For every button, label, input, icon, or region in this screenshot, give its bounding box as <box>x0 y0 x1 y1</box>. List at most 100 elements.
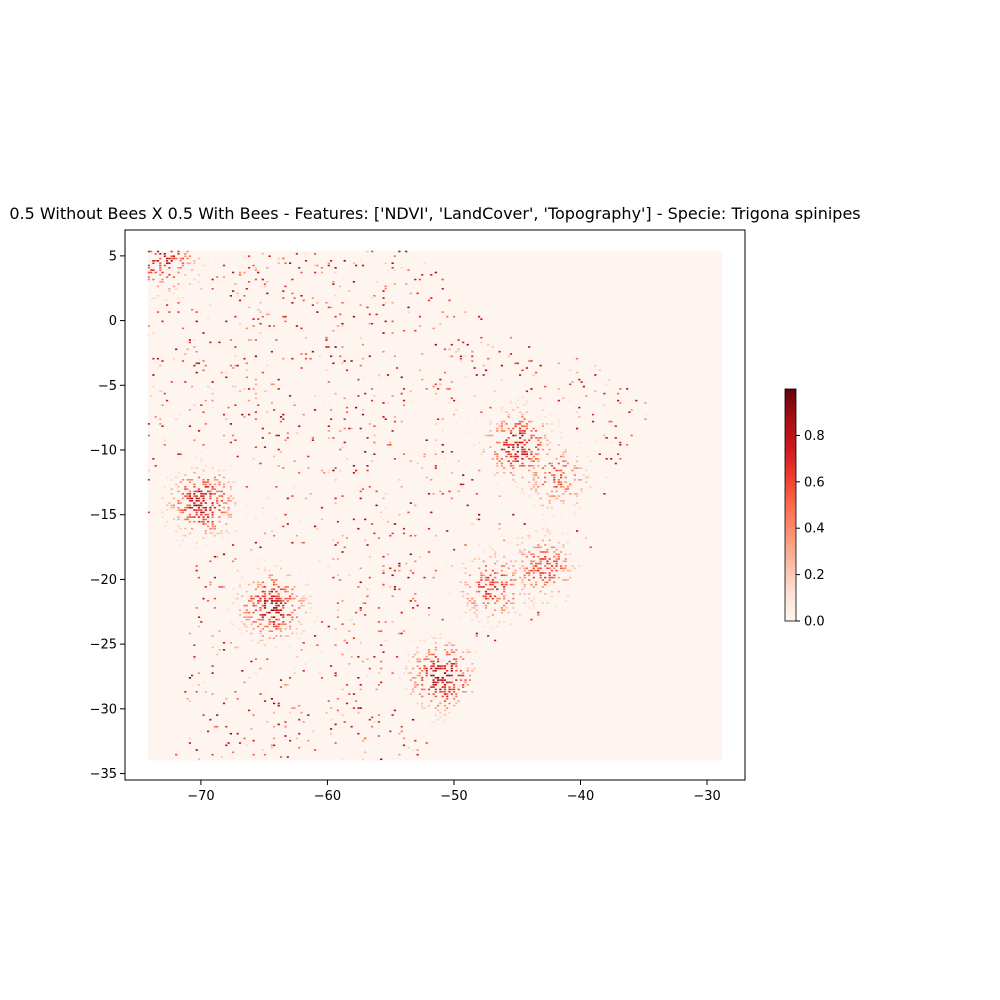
raster-cell <box>503 539 506 542</box>
raster-cell <box>471 618 474 621</box>
raster-cell <box>193 504 196 507</box>
raster-cell <box>414 593 417 595</box>
raster-cell <box>546 444 549 446</box>
raster-cell <box>455 423 458 425</box>
raster-cell <box>409 292 412 295</box>
raster-cell <box>430 674 433 677</box>
raster-cell <box>398 569 401 572</box>
raster-cell <box>462 590 465 593</box>
raster-cell <box>466 604 469 607</box>
raster-cell <box>573 511 576 514</box>
raster-cell <box>304 663 308 665</box>
raster-cell <box>323 404 326 406</box>
raster-cell <box>327 700 330 702</box>
raster-cell <box>154 416 157 418</box>
raster-cell <box>263 753 267 756</box>
raster-cell <box>530 360 533 362</box>
raster-cell <box>188 513 191 516</box>
raster-cell <box>535 569 538 572</box>
raster-cell <box>550 423 554 425</box>
raster-cell <box>316 302 319 304</box>
raster-cell <box>352 707 355 709</box>
raster-cell <box>204 486 207 488</box>
raster-cell <box>277 618 280 621</box>
raster-cell <box>279 451 283 453</box>
raster-cell <box>496 560 499 563</box>
raster-cell <box>254 278 257 281</box>
raster-cell <box>304 260 308 262</box>
raster-cell <box>489 628 492 630</box>
raster-cell <box>275 611 278 614</box>
raster-cell <box>213 260 216 262</box>
raster-cell <box>188 516 191 518</box>
raster-cell <box>509 632 513 635</box>
raster-cell <box>216 532 219 535</box>
raster-cell <box>434 646 437 649</box>
raster-cell <box>382 304 385 306</box>
raster-cell <box>450 688 453 691</box>
raster-cell <box>371 523 374 525</box>
raster-cell <box>507 413 510 416</box>
raster-cell <box>320 267 324 269</box>
raster-cell <box>532 546 535 549</box>
raster-cell <box>532 586 535 588</box>
raster-cell <box>437 418 440 420</box>
raster-cell <box>423 262 426 264</box>
raster-cell <box>277 448 280 451</box>
raster-cell <box>393 416 396 418</box>
raster-cell <box>355 611 358 614</box>
raster-cell <box>555 469 558 472</box>
raster-cell <box>507 567 510 570</box>
raster-cell <box>284 721 287 723</box>
raster-cell <box>414 329 417 332</box>
raster-cell <box>537 458 540 460</box>
raster-cell <box>407 269 410 271</box>
raster-cell <box>172 504 175 507</box>
raster-cell <box>366 595 369 598</box>
raster-cell <box>254 418 257 420</box>
raster-cell <box>282 623 285 625</box>
raster-cell <box>327 404 330 406</box>
raster-cell <box>248 264 251 267</box>
raster-cell <box>521 446 524 448</box>
raster-cell <box>573 474 576 476</box>
raster-cell <box>304 583 308 586</box>
raster-cell <box>391 430 394 432</box>
raster-cell <box>197 576 201 579</box>
raster-cell <box>459 360 462 362</box>
raster-cell <box>560 483 563 486</box>
raster-cell <box>275 635 278 637</box>
raster-cell <box>509 560 513 563</box>
raster-cell <box>202 483 205 486</box>
raster-cell <box>389 586 392 588</box>
raster-cell <box>523 523 526 525</box>
raster-cell <box>441 430 444 432</box>
raster-cell <box>580 381 583 383</box>
raster-cell <box>446 530 449 532</box>
raster-cell <box>238 609 242 611</box>
y-axis: 50−5−10−15−20−25−30−35 <box>90 249 125 782</box>
raster-cell <box>393 588 396 591</box>
raster-cell <box>523 432 526 434</box>
raster-cell <box>503 472 506 474</box>
raster-cell <box>555 490 558 493</box>
raster-cell <box>471 350 474 353</box>
raster-cell <box>327 264 330 267</box>
raster-cell <box>578 467 581 469</box>
colorbar-tick-label: 0.2 <box>804 568 825 583</box>
raster-cell <box>478 469 481 472</box>
raster-cell <box>261 315 264 318</box>
raster-cell <box>548 579 551 581</box>
raster-cell <box>544 385 547 388</box>
raster-cell <box>286 437 289 439</box>
raster-cell <box>466 670 469 672</box>
raster-cell <box>427 688 431 691</box>
raster-cell <box>273 616 276 618</box>
raster-cell <box>514 569 517 572</box>
raster-cell <box>159 509 162 511</box>
raster-cell <box>200 493 203 495</box>
raster-cell <box>557 481 560 483</box>
raster-cell <box>503 609 506 611</box>
raster-cell <box>430 667 433 670</box>
raster-cell <box>279 588 283 591</box>
